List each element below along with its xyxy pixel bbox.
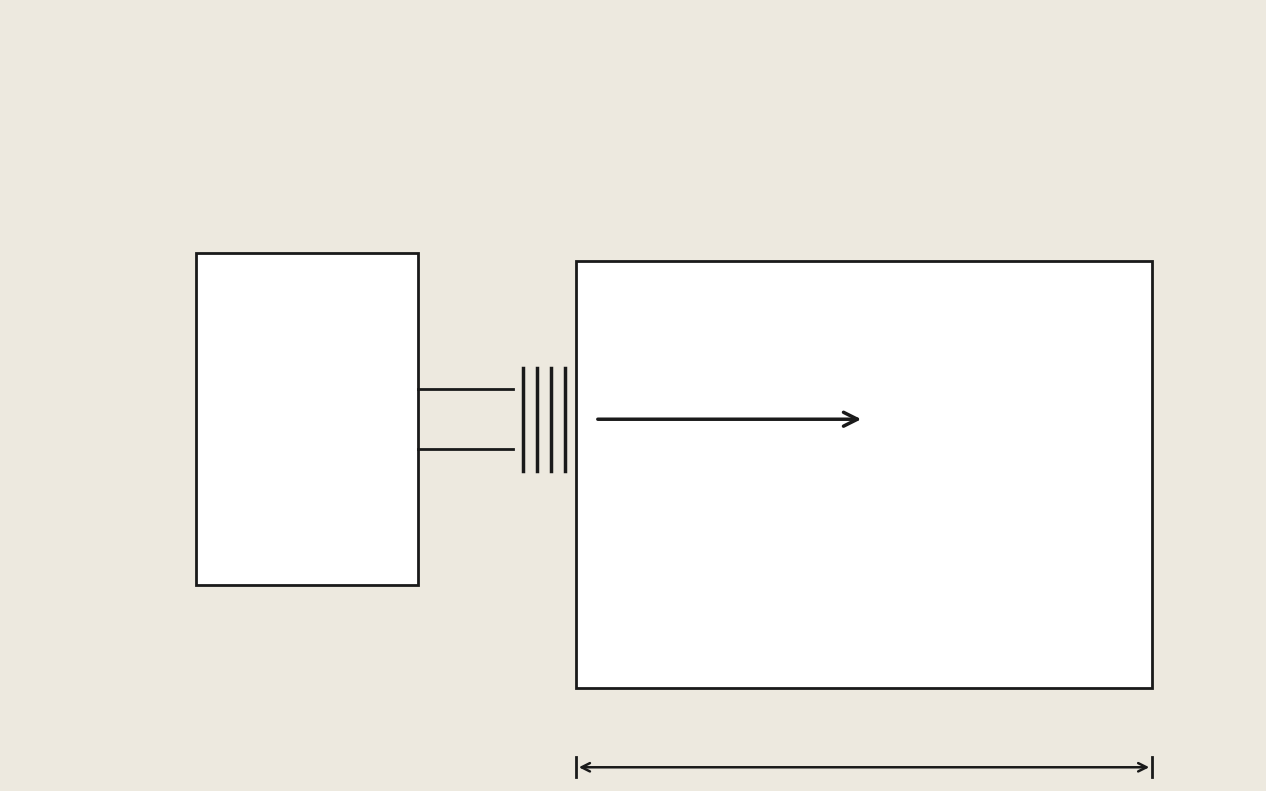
Bar [196,253,418,585]
Bar [576,261,1152,688]
